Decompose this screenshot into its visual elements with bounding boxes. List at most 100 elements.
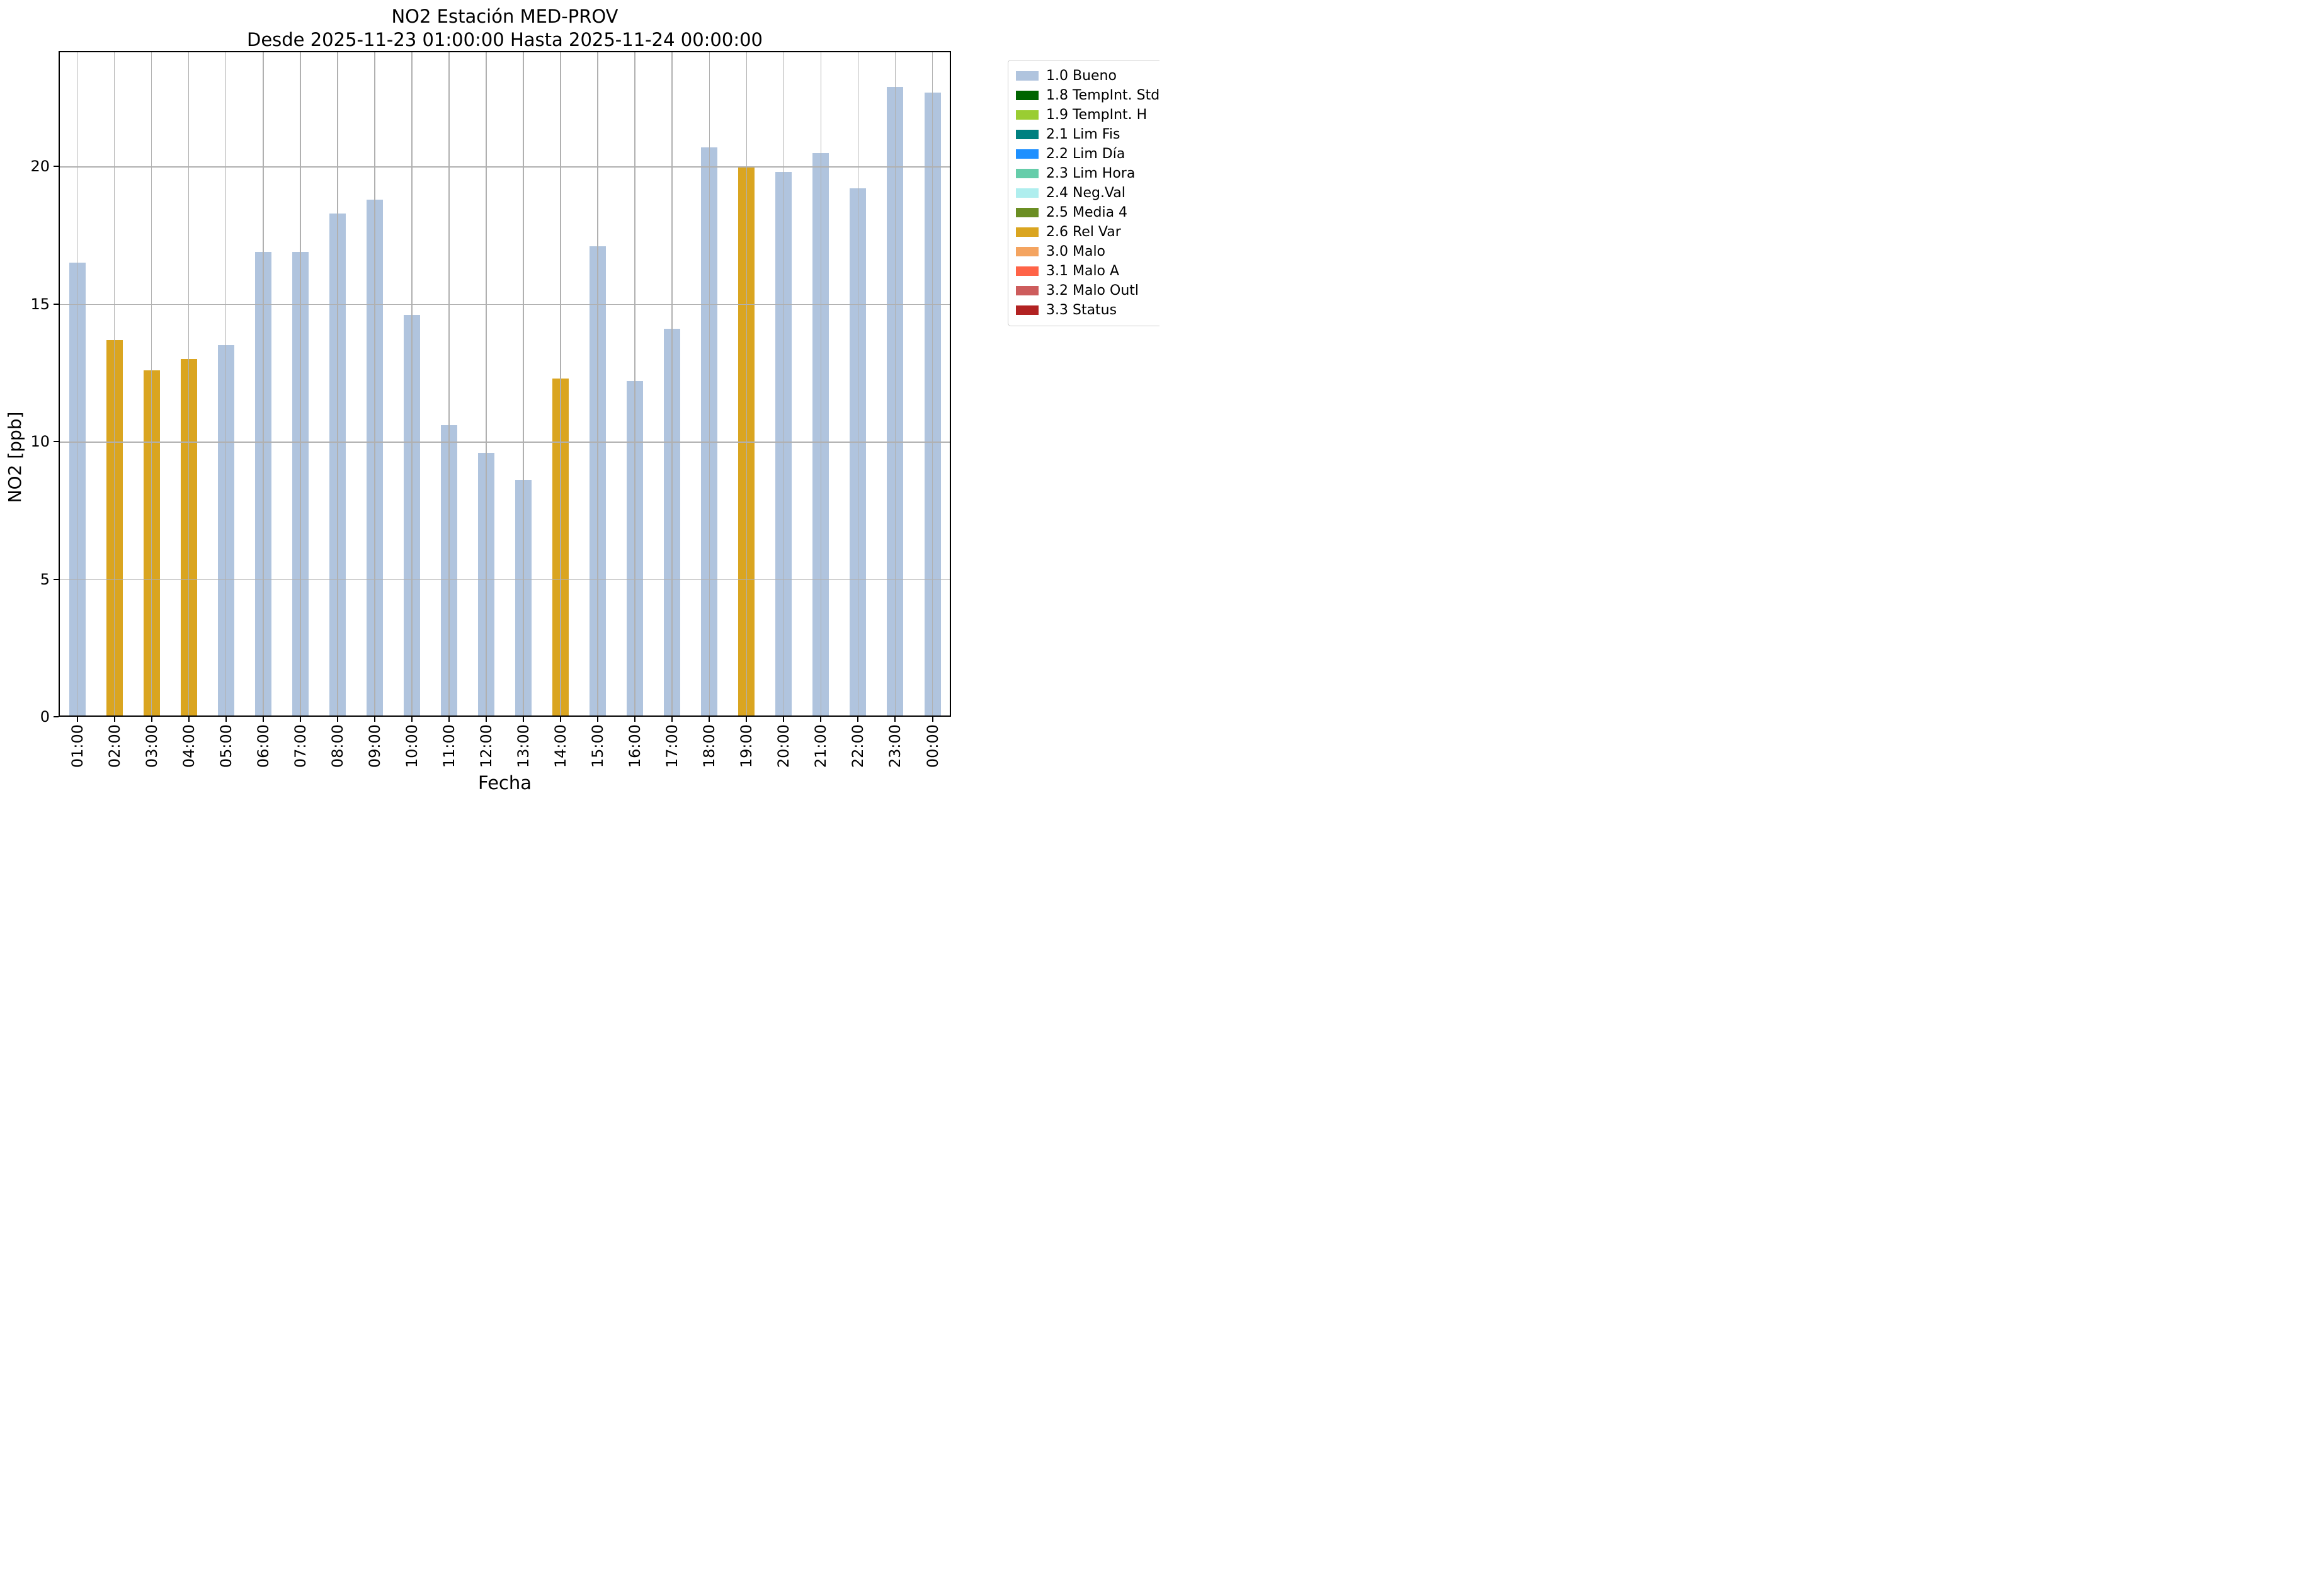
x-tick-mark bbox=[336, 717, 338, 722]
legend-swatch bbox=[1016, 149, 1039, 159]
legend-swatch bbox=[1016, 247, 1039, 256]
x-tick-mark bbox=[299, 717, 301, 722]
legend-label: 3.2 Malo Outl bbox=[1046, 283, 1139, 299]
legend-swatch bbox=[1016, 91, 1039, 100]
bar-06:00 bbox=[254, 251, 271, 717]
x-tick-mark bbox=[709, 717, 710, 722]
figure: NO2 Estación MED-PROV Desde 2025-11-23 0… bbox=[0, 0, 1160, 798]
legend-item: 2.1 Lim Fis bbox=[1016, 125, 1160, 144]
legend-swatch bbox=[1016, 188, 1039, 198]
x-tick-mark bbox=[746, 717, 748, 722]
x-tick-label: 22:00 bbox=[849, 724, 867, 768]
bar-12:00 bbox=[478, 452, 494, 717]
x-tick-mark bbox=[820, 717, 822, 722]
legend-swatch bbox=[1016, 71, 1039, 81]
bar-16:00 bbox=[627, 381, 644, 717]
x-tick-mark bbox=[373, 717, 375, 722]
legend-item: 3.0 Malo bbox=[1016, 242, 1160, 261]
legend-label: 2.4 Neg.Val bbox=[1046, 185, 1125, 201]
legend-swatch bbox=[1016, 208, 1039, 217]
x-tick-mark bbox=[783, 717, 785, 722]
legend-label: 2.1 Lim Fis bbox=[1046, 127, 1120, 142]
chart-subtitle: Desde 2025-11-23 01:00:00 Hasta 2025-11-… bbox=[246, 29, 763, 50]
y-tick-label: 5 bbox=[40, 570, 50, 588]
legend-item: 2.4 Neg.Val bbox=[1016, 183, 1160, 203]
bar-00:00 bbox=[924, 92, 941, 717]
x-tick-label: 07:00 bbox=[291, 724, 309, 768]
legend-item: 3.3 Status bbox=[1016, 300, 1160, 320]
x-tick-mark bbox=[523, 717, 524, 722]
x-tick-label: 01:00 bbox=[68, 724, 86, 768]
x-tick-label: 09:00 bbox=[365, 724, 384, 768]
x-tick-label: 00:00 bbox=[923, 724, 942, 768]
x-tick-label: 05:00 bbox=[217, 724, 235, 768]
plot-area bbox=[59, 51, 951, 717]
legend-item: 1.9 TempInt. H bbox=[1016, 105, 1160, 125]
x-tick-label: 14:00 bbox=[552, 724, 570, 768]
legend-item: 2.2 Lim Día bbox=[1016, 144, 1160, 164]
x-tick-mark bbox=[486, 717, 487, 722]
x-tick-mark bbox=[597, 717, 599, 722]
legend-label: 1.9 TempInt. H bbox=[1046, 107, 1148, 123]
x-tick-mark bbox=[894, 717, 896, 722]
bar-15:00 bbox=[590, 246, 607, 717]
legend-swatch bbox=[1016, 227, 1039, 237]
legend-item: 1.8 TempInt. Std bbox=[1016, 86, 1160, 105]
x-tick-label: 03:00 bbox=[142, 724, 161, 768]
x-tick-mark bbox=[671, 717, 673, 722]
x-tick-label: 20:00 bbox=[775, 724, 793, 768]
y-tick-label: 0 bbox=[40, 708, 50, 726]
legend-label: 1.0 Bueno bbox=[1046, 68, 1117, 84]
x-tick-mark bbox=[634, 717, 636, 722]
bar-21:00 bbox=[812, 152, 829, 717]
x-tick-mark bbox=[560, 717, 562, 722]
y-tick-mark bbox=[54, 716, 59, 717]
y-tick-mark bbox=[54, 166, 59, 168]
x-tick-label: 16:00 bbox=[626, 724, 644, 768]
x-tick-label: 21:00 bbox=[812, 724, 830, 768]
x-tick-mark bbox=[932, 717, 933, 722]
y-tick-mark bbox=[54, 578, 59, 580]
legend-label: 2.6 Rel Var bbox=[1046, 224, 1121, 240]
x-tick-mark bbox=[225, 717, 227, 722]
x-tick-label: 18:00 bbox=[700, 724, 719, 768]
legend-item: 2.6 Rel Var bbox=[1016, 222, 1160, 242]
title-block: NO2 Estación MED-PROV Desde 2025-11-23 0… bbox=[59, 5, 951, 52]
x-tick-mark bbox=[857, 717, 859, 722]
x-tick-label: 08:00 bbox=[328, 724, 346, 768]
legend-item: 2.5 Media 4 bbox=[1016, 203, 1160, 222]
bar-20:00 bbox=[775, 172, 792, 717]
x-tick-label: 23:00 bbox=[886, 724, 904, 768]
bar-03:00 bbox=[143, 370, 160, 717]
y-tick-label: 10 bbox=[30, 433, 50, 451]
x-axis-label: Fecha bbox=[477, 772, 532, 794]
legend-label: 1.8 TempInt. Std bbox=[1046, 88, 1160, 103]
x-tick-label: 19:00 bbox=[738, 724, 756, 768]
bar-22:00 bbox=[850, 188, 867, 717]
x-tick-label: 06:00 bbox=[254, 724, 272, 768]
bar-05:00 bbox=[217, 345, 234, 717]
legend-label: 3.3 Status bbox=[1046, 302, 1117, 318]
x-tick-label: 02:00 bbox=[105, 724, 123, 768]
bar-01:00 bbox=[69, 263, 86, 717]
bars-layer bbox=[59, 51, 951, 717]
legend-item: 3.2 Malo Outl bbox=[1016, 281, 1160, 300]
x-tick-label: 15:00 bbox=[589, 724, 607, 768]
legend-label: 2.2 Lim Día bbox=[1046, 146, 1125, 162]
x-tick-label: 10:00 bbox=[402, 724, 421, 768]
y-tick-mark bbox=[54, 441, 59, 443]
bar-11:00 bbox=[440, 425, 457, 717]
x-tick-label: 11:00 bbox=[440, 724, 458, 768]
bar-10:00 bbox=[403, 315, 420, 717]
legend-swatch bbox=[1016, 305, 1039, 315]
bar-19:00 bbox=[738, 166, 755, 717]
legend-swatch bbox=[1016, 169, 1039, 178]
legend-label: 2.3 Lim Hora bbox=[1046, 166, 1136, 181]
x-tick-label: 17:00 bbox=[663, 724, 681, 768]
y-tick-label: 20 bbox=[30, 157, 50, 176]
bar-08:00 bbox=[329, 213, 346, 717]
bar-07:00 bbox=[292, 251, 309, 717]
legend-swatch bbox=[1016, 130, 1039, 139]
legend-label: 2.5 Media 4 bbox=[1046, 205, 1128, 220]
legend-swatch bbox=[1016, 110, 1039, 120]
